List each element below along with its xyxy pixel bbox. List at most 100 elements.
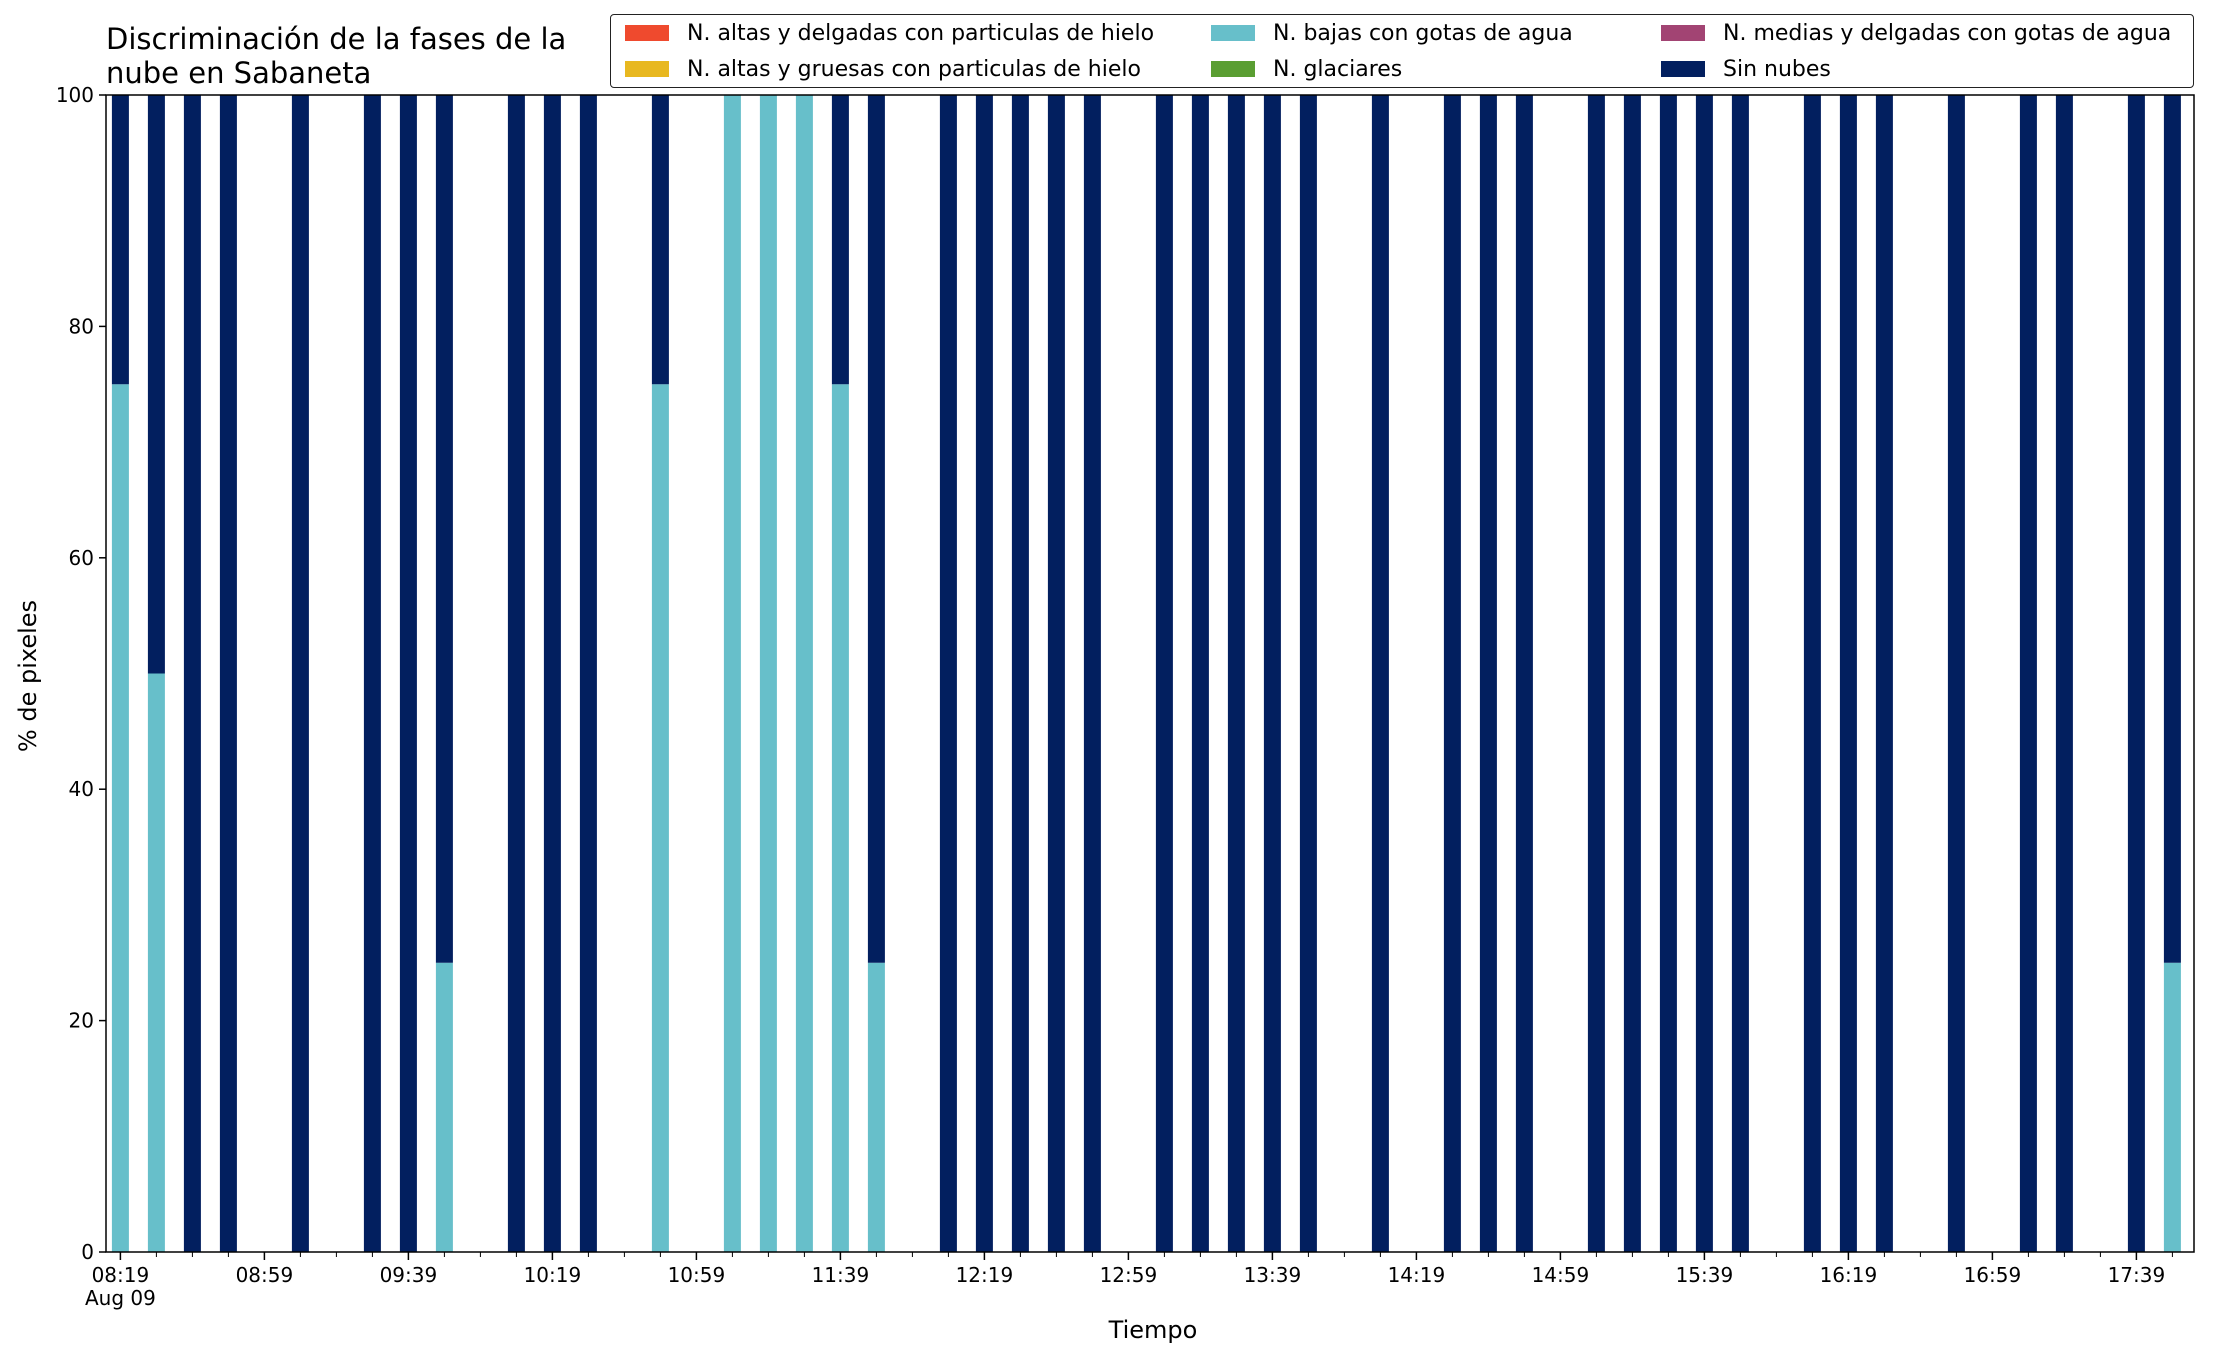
x-tick-label: 14:19 [1388,1263,1446,1287]
bar-segment [147,673,165,1252]
bar-segment [1947,95,1965,1252]
y-tick-label: 20 [69,1009,94,1033]
chart-title-line-1: Discriminación de la fases de la [106,22,567,56]
x-tick-label: 15:39 [1676,1263,1734,1287]
x-tick-label: 10:19 [524,1263,582,1287]
bar-segment [1047,95,1065,1252]
y-tick-label: 40 [69,777,94,801]
legend-item: N. altas y delgadas con particulas de hi… [625,15,1154,51]
bar-segment [651,95,669,385]
bar-segment [1083,95,1101,1252]
bars-layer [111,95,2181,1252]
bar-segment [975,95,993,1252]
bar-segment [1695,95,1713,1252]
bar-segment [1371,95,1389,1252]
bar-segment [2163,962,2181,1252]
x-tick-label: 13:39 [1244,1263,1302,1287]
bar-segment [543,95,561,1252]
legend-swatch-icon [1661,61,1705,77]
plot-frame [105,94,2195,1253]
bar-segment [2127,95,2145,1252]
bar-segment [2055,95,2073,1252]
bar-segment [1839,95,1857,1252]
y-tick-label: 60 [69,546,94,570]
y-axis-label: % de pixeles [14,599,42,753]
legend-label: Sin nubes [1723,56,1831,82]
bar-segment [1263,95,1281,1252]
y-tick-label: 100 [56,83,94,107]
x-tick-label: 11:39 [812,1263,870,1287]
x-tick-label: 10:59 [668,1263,726,1287]
x-tick-label: 08:59 [236,1263,294,1287]
x-tick-label: 16:19 [1820,1263,1878,1287]
legend-label: N. medias y delgadas con gotas de agua [1723,20,2172,46]
bar-segment [867,95,885,963]
legend-label: N. altas y gruesas con particulas de hie… [687,56,1141,82]
bar-segment [1227,95,1245,1252]
bar-segment [435,95,453,963]
legend-swatch-icon [1661,25,1705,41]
bar-segment [723,95,741,1252]
bar-segment [291,95,309,1252]
x-tick-label: 08:19 [92,1263,150,1287]
legend-label: N. altas y delgadas con particulas de hi… [687,20,1155,46]
bar-segment [183,95,201,1252]
bar-segment [219,95,237,1252]
bar-segment [1443,95,1461,1252]
bar-segment [1731,95,1749,1252]
bar-segment [831,95,849,385]
bar-segment [2163,95,2181,963]
bar-segment [147,95,165,674]
bar-segment [507,95,525,1252]
bar-segment [435,962,453,1252]
bar-segment [1191,95,1209,1252]
x-tick-sublabel: Aug 09 [85,1286,156,1310]
bar-segment [111,384,129,1252]
bar-segment [1011,95,1029,1252]
bar-segment [759,95,777,1252]
y-tick-label: 0 [81,1240,94,1264]
bar-segment [2019,95,2037,1252]
x-tick-label: 17:39 [2108,1263,2166,1287]
bar-segment [1875,95,1893,1252]
x-axis-label: Tiempo [1108,1316,1198,1344]
y-tick-label: 80 [69,314,94,338]
legend: N. altas y delgadas con particulas de hi… [610,14,2194,88]
legend-item: N. glaciares [1211,51,1402,87]
bar-segment [399,95,417,1252]
legend-swatch-icon [1211,61,1255,77]
legend-swatch-icon [625,61,669,77]
bar-segment [1155,95,1173,1252]
legend-swatch-icon [1211,25,1255,41]
legend-label: N. bajas con gotas de agua [1273,20,1573,46]
bar-segment [651,384,669,1252]
legend-item: N. altas y gruesas con particulas de hie… [625,51,1141,87]
bar-segment [867,962,885,1252]
bar-segment [111,95,129,385]
bar-segment [939,95,957,1252]
x-tick-label: 12:59 [1100,1263,1158,1287]
bar-segment [1659,95,1677,1252]
bar-segment [1515,95,1533,1252]
bar-segment [579,95,597,1252]
chart-title-line-2: nube en Sabaneta [106,56,372,90]
legend-label: N. glaciares [1273,56,1403,82]
bar-segment [1803,95,1821,1252]
x-tick-label: 14:59 [1532,1263,1590,1287]
bar-segment [1479,95,1497,1252]
legend-item: N. medias y delgadas con gotas de agua [1661,15,2171,51]
bar-segment [363,95,381,1252]
legend-swatch-icon [625,25,669,41]
bar-segment [1299,95,1317,1252]
bar-segment [1623,95,1641,1252]
bar-segment [1587,95,1605,1252]
x-tick-label: 16:59 [1964,1263,2022,1287]
legend-item: Sin nubes [1661,51,1831,87]
legend-item: N. bajas con gotas de agua [1211,15,1573,51]
bar-segment [795,95,813,1252]
x-tick-label: 09:39 [380,1263,438,1287]
x-tick-label: 12:19 [956,1263,1014,1287]
bar-segment [831,384,849,1252]
